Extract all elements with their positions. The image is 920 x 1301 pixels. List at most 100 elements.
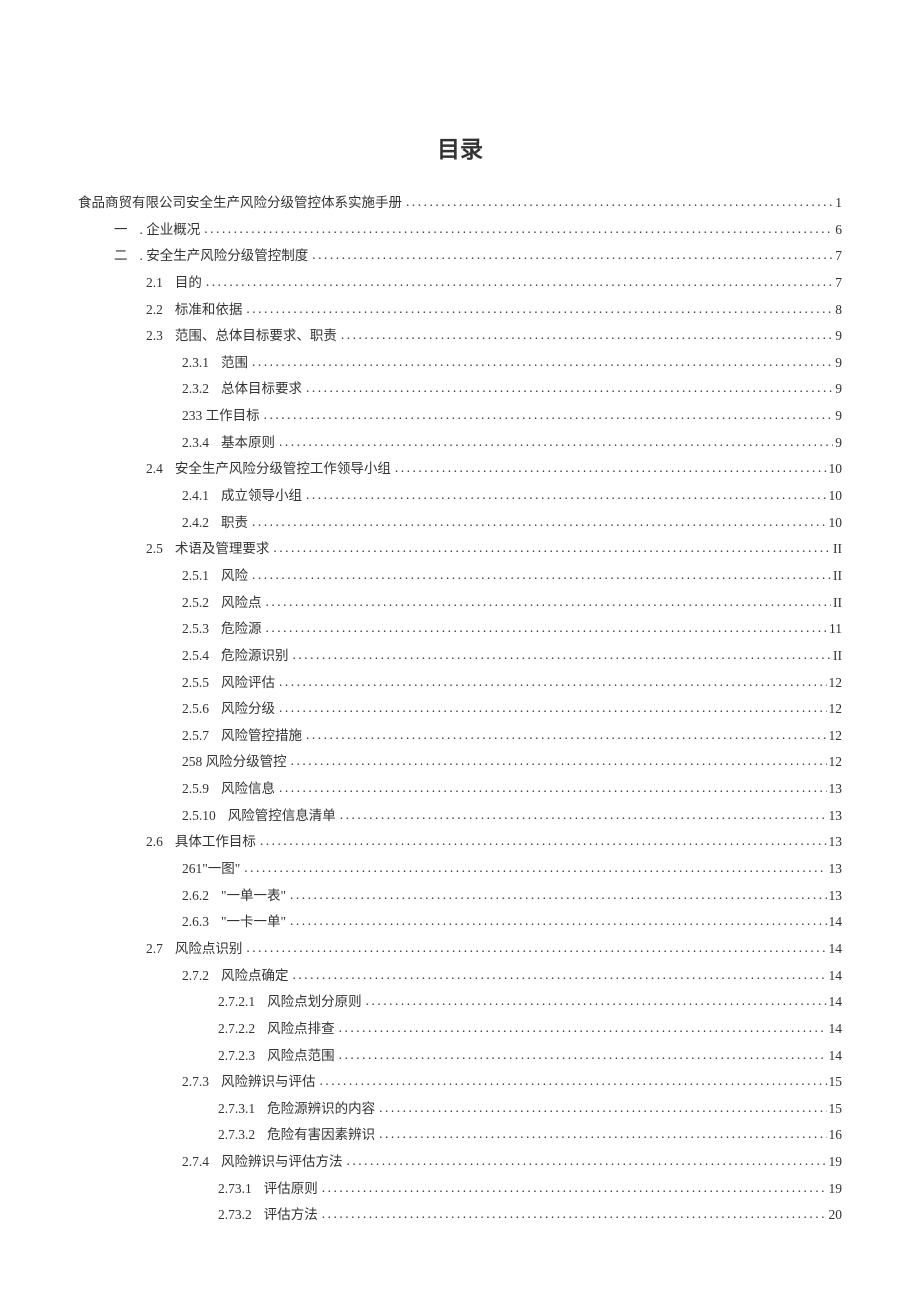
toc-entry-number: 2.6.3 <box>182 909 221 935</box>
toc-entry-number: 2.7.2.2 <box>218 1016 267 1042</box>
toc-entry-text: 风险管控信息清单 <box>228 803 336 829</box>
toc-entry: 2.5.10风险管控信息清单13 <box>78 803 842 829</box>
toc-entry-text: 风险辨识与评估方法 <box>221 1149 343 1175</box>
toc-entry-page: 7 <box>833 243 842 269</box>
toc-entry-page: 14 <box>827 909 843 935</box>
toc-entry-page: 1 <box>833 190 842 216</box>
toc-entry-text: 风险点范围 <box>267 1043 335 1069</box>
toc-entry-text: 危险源辨识的内容 <box>267 1096 375 1122</box>
toc-entry: 2.7.2风险点确定 14 <box>78 963 842 989</box>
toc-entry-number: 2.73.1 <box>218 1176 264 1202</box>
toc-entry-page: 15 <box>827 1096 843 1122</box>
toc-entry-page: 6 <box>833 217 842 243</box>
toc-entry-page: 9 <box>833 376 842 402</box>
toc-entry-text: . 企业概况 <box>140 217 201 243</box>
toc-entry-page: 13 <box>827 829 843 855</box>
toc-entry-text: 成立领导小组 <box>221 483 302 509</box>
toc-entry-text: "一单一表" <box>221 883 286 909</box>
toc-entry-text: 基本原则 <box>221 430 275 456</box>
toc-dot-leader <box>302 722 827 748</box>
toc-dot-leader <box>375 1121 826 1147</box>
toc-entry-text: 范围、总体目标要求、职责 <box>175 323 337 349</box>
toc-dot-leader <box>402 189 833 215</box>
toc-dot-leader <box>275 695 827 721</box>
toc-entry-number: 2.4.1 <box>182 483 221 509</box>
toc-entry: 2.6.3"一卡一单"14 <box>78 909 842 935</box>
toc-entry-text: 风险分级 <box>221 696 275 722</box>
toc-entry-page: II <box>831 590 842 616</box>
toc-entry-text: 安全生产风险分级管控工作领导小组 <box>175 456 391 482</box>
toc-entry-number: 2.7.3.2 <box>218 1122 267 1148</box>
toc-entry: 2.73.2评估方法20 <box>78 1202 842 1228</box>
toc-entry-number: 2.7.2 <box>182 963 221 989</box>
toc-entry-page: 12 <box>827 723 843 749</box>
toc-entry-number: 2.3.4 <box>182 430 221 456</box>
toc-dot-leader <box>286 908 826 934</box>
toc-entry-text: 评估方法 <box>264 1202 318 1228</box>
toc-entry-page: 12 <box>827 670 843 696</box>
toc-entry-text: 具体工作目标 <box>175 829 256 855</box>
toc-entry-number: 2.4.2 <box>182 510 221 536</box>
toc-dot-leader <box>242 935 826 961</box>
toc-entry-number: 2.5.6 <box>182 696 221 722</box>
toc-entry: 2.3.1范围9 <box>78 350 842 376</box>
toc-entry-page: 11 <box>827 616 842 642</box>
toc-entry-text: 危险有害因素辨识 <box>267 1122 375 1148</box>
toc-dot-leader <box>391 455 827 481</box>
toc-entry-number: 2.6.2 <box>182 883 221 909</box>
toc-entry-text: 危险源 <box>221 616 262 642</box>
toc-dot-leader <box>200 216 833 242</box>
toc-entry: 258 风险分级管控12 <box>78 749 842 775</box>
toc-entry-text: 风险点划分原则 <box>267 989 362 1015</box>
toc-entry-page: 15 <box>827 1069 843 1095</box>
toc-entry-page: 13 <box>827 856 843 882</box>
toc-entry-number: 一 <box>114 217 140 243</box>
toc-entry-page: 10 <box>827 456 843 482</box>
toc-entry-number: 2.1 <box>146 270 175 296</box>
toc-entry: 一. 企业概况 6 <box>78 217 842 243</box>
toc-entry-text: 目的 <box>175 270 202 296</box>
toc-dot-leader <box>202 269 833 295</box>
toc-dot-leader <box>343 1148 827 1174</box>
toc-entry-number: 2.7 <box>146 936 175 962</box>
toc-dot-leader <box>242 296 833 322</box>
toc-dot-leader <box>262 615 828 641</box>
toc-entry-text: 评估原则 <box>264 1176 318 1202</box>
toc-entry: 2.2标准和依据8 <box>78 297 842 323</box>
toc-entry-number: 2.3.1 <box>182 350 221 376</box>
toc-entry-text: 风险点确定 <box>221 963 289 989</box>
toc-entry-number: 2.5.2 <box>182 590 221 616</box>
toc-dot-leader <box>248 509 827 535</box>
toc-entry-page: 14 <box>827 963 843 989</box>
toc-entry-text: 风险点 <box>221 590 262 616</box>
toc-entry-page: 7 <box>833 270 842 296</box>
toc-entry: 261"一图"13 <box>78 856 842 882</box>
toc-entry-text: 风险信息 <box>221 776 275 802</box>
toc-dot-leader <box>248 349 833 375</box>
toc-entry-page: 13 <box>827 803 843 829</box>
toc-dot-leader <box>318 1175 827 1201</box>
toc-entry-number: 2.3.2 <box>182 376 221 402</box>
toc-dot-leader <box>335 1015 827 1041</box>
toc-entry-number: 2.4 <box>146 456 175 482</box>
toc-entry-number: 2.5.3 <box>182 616 221 642</box>
toc-entry: 2.7.4风险辨识与评估方法19 <box>78 1149 842 1175</box>
toc-entry-number: 2.5 <box>146 536 175 562</box>
toc-entry-text: 术语及管理要求 <box>175 536 270 562</box>
toc-entry-text: . 安全生产风险分级管控制度 <box>140 243 309 269</box>
toc-entry-text: 标准和依据 <box>175 297 243 323</box>
toc-entry-text: 风险 <box>221 563 248 589</box>
toc-entry-page: 9 <box>833 403 842 429</box>
toc-entry: 2.5.9风险信息13 <box>78 776 842 802</box>
toc-dot-leader <box>308 242 833 268</box>
toc-entry-page: 14 <box>827 1016 843 1042</box>
toc-entry: 2.4安全生产风险分级管控工作领导小组 10 <box>78 456 842 482</box>
toc-entry-number: 2.7.4 <box>182 1149 221 1175</box>
toc-dot-leader <box>336 802 827 828</box>
toc-dot-leader <box>248 562 831 588</box>
toc-entry-number: 2.5.5 <box>182 670 221 696</box>
toc-entry: 2.5.1风险II <box>78 563 842 589</box>
toc-entry-text: 危险源识别 <box>221 643 289 669</box>
toc-entry: 2.5.6风险分级12 <box>78 696 842 722</box>
toc-entry: 2.5.2风险点 II <box>78 590 842 616</box>
